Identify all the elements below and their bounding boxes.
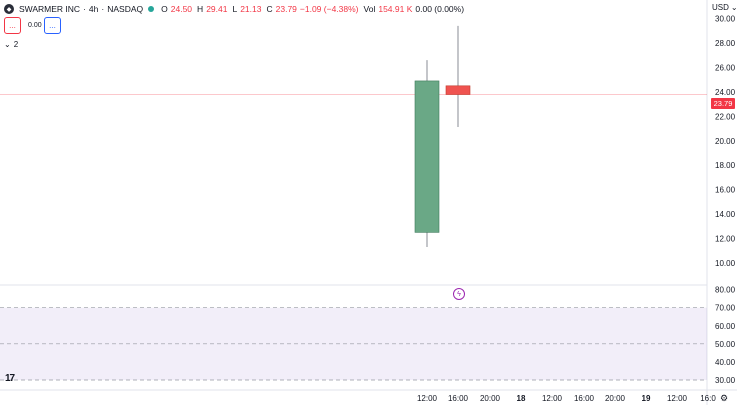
rsi-tick-label: 30.00 — [715, 376, 736, 385]
close-label: C — [266, 4, 273, 14]
rsi-tick-label: 80.00 — [715, 286, 736, 295]
change-value: −1.09 (−4.38%) — [299, 4, 359, 14]
legend-collapse-toggle[interactable]: ⌄ 2 — [4, 40, 18, 49]
price-tick-label: 12.00 — [715, 234, 736, 243]
rsi-pane — [0, 307, 707, 381]
rsi-axis-ticks: 80.00 70.00 60.00 50.00 40.00 30.00 — [715, 286, 736, 385]
symbol-legend[interactable]: ◆ SWARMER INC · 4h · NASDAQ O 24.50 H 29.4… — [4, 2, 464, 16]
time-tick-label: 12:00 — [667, 394, 688, 403]
separator: · — [101, 4, 105, 14]
high-value: 29.41 — [206, 4, 228, 14]
indicator-menu-button[interactable]: ... — [4, 17, 21, 34]
swarmer-logo-icon: ◆ — [4, 4, 14, 14]
time-axis-ticks: 12:00 16:00 20:00 18 12:00 16:00 20:00 19 12:00 1… — [417, 394, 716, 403]
price-tick-label: 10.00 — [715, 259, 736, 268]
rsi-tick-label: 40.00 — [715, 358, 736, 367]
indicator-value: 0.00 — [28, 22, 42, 29]
currency-label: USD — [712, 3, 729, 12]
time-tick-label: 16:00 — [574, 394, 595, 403]
chevron-down-icon: ⌄ — [730, 3, 737, 12]
lightning-icon[interactable]: ϟ — [453, 288, 465, 300]
candle-layer — [0, 25, 707, 248]
last-price-tag: 23.79 — [711, 98, 735, 109]
price-tick-label: 16.00 — [715, 186, 736, 195]
time-tick-label: 18 — [517, 394, 526, 403]
volume-label: Vol — [363, 4, 376, 14]
time-tick-label: 16:0 — [700, 394, 716, 403]
price-tick-label: 24.00 — [715, 88, 736, 97]
open-label: O — [161, 4, 168, 14]
price-tick-label: 18.00 — [715, 161, 736, 170]
low-value: 21.13 — [240, 4, 262, 14]
price-tick-label: 20.00 — [715, 137, 736, 146]
time-tick-label: 12:00 — [542, 394, 563, 403]
candle-down — [445, 85, 471, 95]
separator: · — [83, 4, 86, 14]
volume-change: 0.00 (0.00%) — [415, 4, 465, 14]
price-tick-label: 22.00 — [715, 112, 736, 121]
time-tick-label: 16:00 — [448, 394, 469, 403]
tradingview-logo-icon[interactable]: 17 — [5, 373, 15, 384]
indicator-settings-button[interactable]: ... — [44, 17, 61, 34]
currency-selector[interactable]: USD ⌄ — [712, 3, 737, 12]
close-value: 23.79 — [275, 4, 297, 14]
time-tick-label: 19 — [642, 394, 651, 403]
price-axis-ticks: 30.00 28.00 26.00 24.00 22.00 20.00 18.00 16.00… — [715, 15, 736, 268]
market-status-icon[interactable] — [148, 6, 155, 12]
rsi-tick-label: 70.00 — [715, 304, 736, 313]
open-value: 24.50 — [170, 4, 193, 14]
interval[interactable]: 4h — [88, 4, 99, 14]
time-tick-label: 12:00 — [417, 394, 438, 403]
rsi-tick-label: 60.00 — [715, 322, 736, 331]
rsi-tick-label: 50.00 — [715, 340, 736, 349]
high-label: H — [197, 4, 204, 14]
exchange: NASDAQ — [107, 4, 144, 14]
price-tick-label: 14.00 — [715, 210, 736, 219]
time-tick-label: 20:00 — [480, 394, 501, 403]
price-tick-label: 28.00 — [715, 39, 736, 48]
price-tick-label: 26.00 — [715, 64, 736, 73]
low-label: L — [232, 4, 238, 14]
time-tick-label: 20:00 — [605, 394, 626, 403]
chevron-down-icon: ⌄ — [4, 40, 11, 49]
price-tick-label: 30.00 — [715, 15, 736, 24]
gear-icon[interactable]: ⚙ — [720, 393, 729, 403]
symbol-name[interactable]: SWARMER INC — [19, 4, 81, 14]
collapse-count: 2 — [13, 40, 19, 49]
volume-value: 154.91 K — [378, 4, 413, 14]
candle-up — [414, 80, 440, 233]
